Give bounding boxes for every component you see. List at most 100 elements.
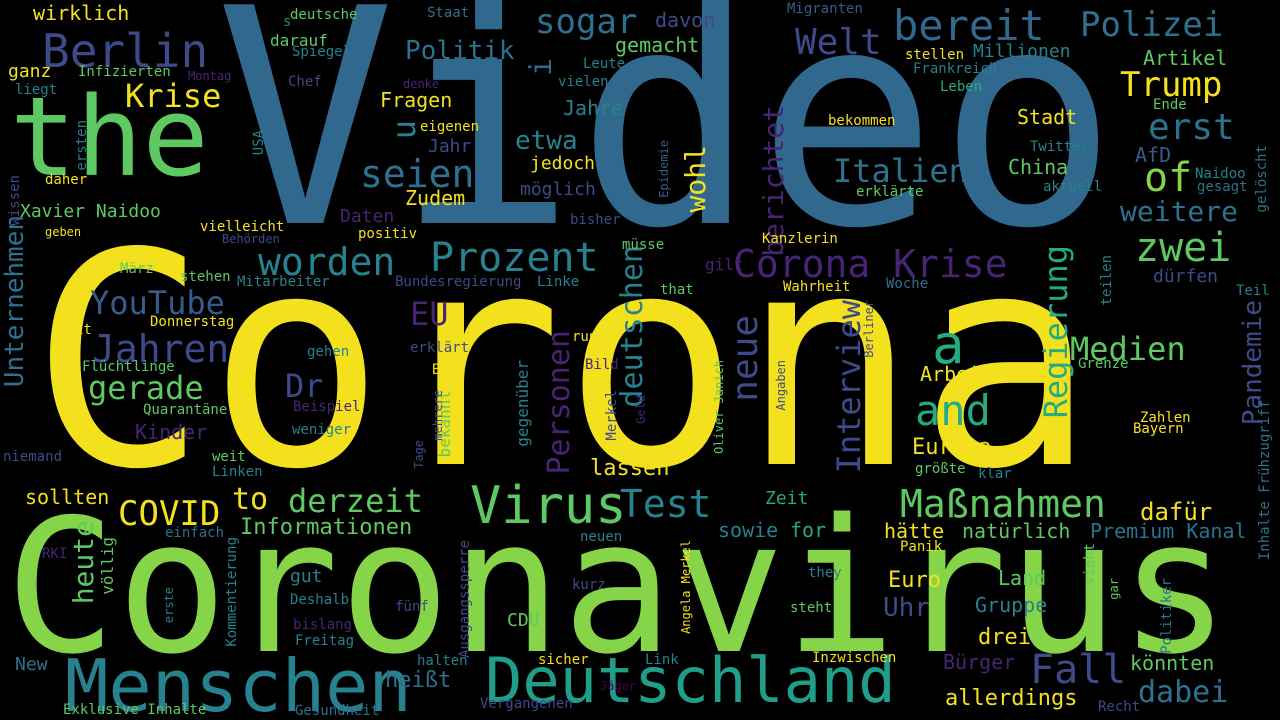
cloud-word-drei: drei (978, 625, 1031, 650)
cloud-word-denke: denke (403, 77, 440, 91)
cloud-word-trump: Trump (1120, 65, 1223, 105)
cloud-word-a: a (932, 313, 965, 376)
cloud-word-steht: steht (790, 600, 833, 616)
cloud-word-natuerlich: natürlich (962, 519, 1071, 543)
cloud-word-sogar: sogar (535, 2, 638, 42)
cloud-word-berlin: Berlin (42, 24, 209, 78)
cloud-word-dabei: dabei (1138, 675, 1229, 710)
cloud-word-oliver-janich: Oliver Janich (712, 360, 726, 454)
cloud-word-ersten: ersten (74, 120, 90, 171)
cloud-word-uhr: Uhr (883, 593, 930, 623)
cloud-word-migranten: Migranten (787, 1, 863, 17)
cloud-word-jahr: Jahr (428, 136, 472, 157)
cloud-word-kanzlerin: Kanzlerin (762, 231, 838, 247)
cloud-word-politik: Politik (405, 36, 515, 66)
cloud-word-inzwischen: Inzwischen (812, 650, 897, 666)
cloud-word-the: the (10, 73, 209, 201)
cloud-word-teil: Teil (1236, 283, 1270, 299)
cloud-word-chef: Chef (288, 74, 322, 90)
cloud-word-naidoo: Naidoo (1195, 166, 1246, 182)
cloud-word-niemand: niemand (3, 449, 63, 465)
cloud-word-tage: Tage (412, 440, 426, 469)
cloud-word-bayern: Bayern (1133, 421, 1184, 437)
cloud-word-wahrheit: Wahrheit (783, 279, 851, 295)
cloud-word-premium-kanal: Premium Kanal (1090, 519, 1247, 543)
cloud-word-usa: USA (251, 130, 267, 156)
cloud-word-gehen: gehen (307, 344, 350, 360)
cloud-word-test: Test (620, 482, 712, 526)
cloud-word-heute: heute (67, 520, 100, 605)
cloud-word-ganz: ganz (8, 61, 52, 82)
cloud-word-frankreich: Frankreich (913, 61, 998, 77)
cloud-word-rund: rund (572, 329, 606, 345)
cloud-word-heisst: heißt (385, 668, 452, 693)
cloud-word-gesagt: gesagt (1197, 179, 1248, 195)
cloud-word-link: Link (645, 652, 679, 668)
cloud-word-duerfen: dürfen (1153, 266, 1219, 287)
cloud-word-jahre: Jahre (563, 96, 624, 120)
cloud-word-deutschen: deutschen (615, 245, 650, 408)
cloud-word-merkel: Merkel (604, 390, 620, 441)
cloud-word-europa: Europa (912, 435, 992, 460)
cloud-word-maerz: März (120, 261, 154, 277)
cloud-word-muesse: müsse (622, 237, 665, 253)
cloud-word-daten: Daten (340, 206, 395, 227)
cloud-word-gemacht: gemacht (615, 33, 700, 57)
cloud-word-zudem: Zudem (405, 186, 466, 210)
cloud-word-panik: Panik (900, 539, 943, 555)
cloud-word-corona: Corona (30, 190, 1096, 534)
cloud-word-massnahmen: Maßnahmen (900, 482, 1106, 526)
cloud-word-derzeit: derzeit (288, 482, 423, 520)
cloud-word-groesste: größte (915, 461, 966, 477)
cloud-word-coronavirus: Coronavirus (5, 479, 1231, 695)
cloud-word-exklusive-inhalte: Exklusive Inhalte (63, 702, 207, 718)
cloud-word-vergangenen: Vergangenen (480, 696, 573, 712)
cloud-word-geld: Geld (634, 395, 648, 424)
cloud-word-ausgangssperre: Ausgangssperre (457, 540, 473, 659)
cloud-word-klar: klar (978, 466, 1012, 482)
cloud-word-stellen: stellen (905, 47, 965, 63)
cloud-word-gesundheit: Gesundheit (295, 703, 380, 719)
cloud-word-aktuell: aktuell (1043, 179, 1103, 195)
cloud-word-geben: geben (45, 225, 82, 239)
cloud-word-mehrere: mehrere (431, 390, 445, 441)
cloud-word-epidemie: Epidemie (657, 140, 671, 198)
cloud-word-kinder: Kinder (135, 420, 208, 444)
cloud-word-bislang: bislang (293, 617, 353, 633)
cloud-word-wohl: wohl (679, 145, 712, 213)
cloud-word-stadt: Stadt (1017, 105, 1078, 129)
cloud-word-darauf: darauf (270, 31, 328, 50)
cloud-word-gerade: gerade (88, 369, 204, 407)
cloud-word-freitag: Freitag (295, 633, 355, 649)
cloud-word-video: Video (215, 0, 1119, 294)
cloud-word-sowie: sowie (718, 518, 779, 542)
cloud-word-sicher: sicher (538, 652, 589, 668)
cloud-word-allerdings: allerdings (945, 686, 1078, 711)
cloud-word-erste: erste (162, 587, 176, 624)
cloud-word-afd: AfD (1135, 143, 1172, 167)
cloud-word-welt: Welt (795, 22, 882, 63)
cloud-word-haette: hätte (884, 519, 945, 543)
cloud-word-of: of (1144, 155, 1193, 201)
cloud-word-cdu: CDU (507, 610, 540, 631)
cloud-word-etwa: etwa (515, 126, 578, 156)
cloud-word-rki: RKI (42, 546, 68, 562)
cloud-word-gruppe: Gruppe (975, 593, 1048, 617)
cloud-word-neue: neue (725, 315, 766, 402)
cloud-word-angela-merkel: Angela Merkel (679, 540, 693, 634)
cloud-word-eu: EU (410, 295, 449, 333)
cloud-word-woche: Woche (886, 276, 929, 292)
cloud-word-kurz: kurz (572, 577, 606, 593)
cloud-word-lassen: lassen (590, 456, 670, 481)
cloud-word-xavier-naidoo: Xavier Naidoo (20, 201, 161, 222)
cloud-word-mitarbeiter: Mitarbeiter (237, 274, 330, 290)
cloud-word-menschen: Menschen (65, 644, 412, 720)
cloud-word-donnerstag: Donnerstag (150, 314, 235, 330)
cloud-word-gegenueber: gegenüber (513, 360, 532, 447)
cloud-word-i: i (524, 58, 559, 77)
cloud-word-for: for (790, 518, 827, 542)
cloud-word-spiegel: Spiegel (292, 44, 352, 60)
cloud-word-millionen: Millionen (973, 41, 1071, 62)
cloud-word-einfach: einfach (165, 525, 225, 541)
